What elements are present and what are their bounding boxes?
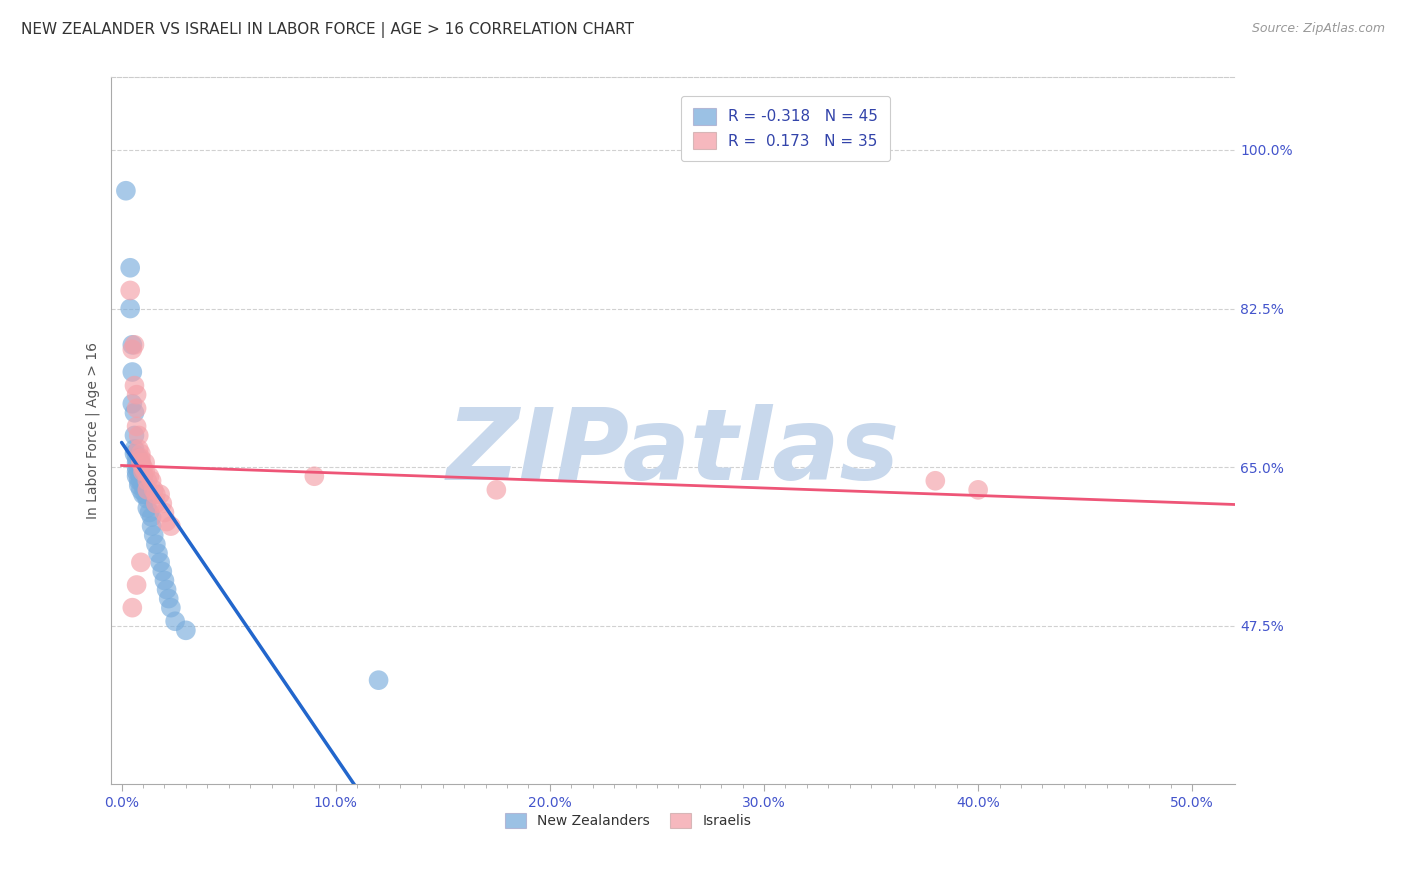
Point <box>136 474 159 488</box>
Point <box>134 487 156 501</box>
Point <box>150 496 173 510</box>
Point <box>485 483 508 497</box>
Point <box>128 474 150 488</box>
Point <box>124 338 146 352</box>
Point <box>125 456 148 470</box>
Point <box>155 515 177 529</box>
Point <box>124 406 146 420</box>
Point <box>129 456 152 470</box>
Point <box>145 487 167 501</box>
Point <box>138 506 160 520</box>
Point <box>174 624 197 638</box>
Point <box>129 456 152 470</box>
Point <box>124 378 146 392</box>
Point <box>121 343 143 357</box>
Point <box>141 474 163 488</box>
Point <box>142 483 165 497</box>
Point <box>141 519 163 533</box>
Point <box>132 469 155 483</box>
Point <box>129 446 152 460</box>
Point <box>145 537 167 551</box>
Point <box>125 419 148 434</box>
Point <box>120 260 142 275</box>
Point <box>128 478 150 492</box>
Point <box>134 456 156 470</box>
Point <box>134 478 156 492</box>
Point <box>136 483 159 497</box>
Legend: New Zealanders, Israelis: New Zealanders, Israelis <box>499 807 756 834</box>
Point <box>141 510 163 524</box>
Point <box>121 338 143 352</box>
Point <box>132 465 155 479</box>
Point <box>138 469 160 483</box>
Point <box>136 491 159 506</box>
Point <box>125 578 148 592</box>
Point <box>129 451 152 466</box>
Point <box>967 483 990 497</box>
Text: ZIPatlas: ZIPatlas <box>447 403 900 500</box>
Point <box>121 397 143 411</box>
Point <box>125 460 148 475</box>
Point <box>125 387 148 401</box>
Point <box>120 301 142 316</box>
Text: Source: ZipAtlas.com: Source: ZipAtlas.com <box>1251 22 1385 36</box>
Point <box>149 487 172 501</box>
Point <box>129 474 152 488</box>
Point <box>115 184 138 198</box>
Point <box>124 428 146 442</box>
Point <box>304 469 326 483</box>
Point <box>367 673 389 688</box>
Point <box>125 401 148 416</box>
Point <box>149 555 172 569</box>
Point <box>125 451 148 466</box>
Point <box>146 546 169 560</box>
Point <box>153 574 176 588</box>
Point <box>129 555 152 569</box>
Point <box>129 465 152 479</box>
Point <box>134 465 156 479</box>
Point <box>157 591 180 606</box>
Point <box>124 446 146 460</box>
Point <box>924 474 946 488</box>
Point <box>121 365 143 379</box>
Point <box>150 565 173 579</box>
Point <box>132 487 155 501</box>
Text: NEW ZEALANDER VS ISRAELI IN LABOR FORCE | AGE > 16 CORRELATION CHART: NEW ZEALANDER VS ISRAELI IN LABOR FORCE … <box>21 22 634 38</box>
Point <box>160 600 183 615</box>
Y-axis label: In Labor Force | Age > 16: In Labor Force | Age > 16 <box>86 343 100 519</box>
Point <box>160 519 183 533</box>
Point <box>121 600 143 615</box>
Point <box>153 506 176 520</box>
Point <box>132 478 155 492</box>
Point <box>155 582 177 597</box>
Point <box>120 284 142 298</box>
Point <box>129 483 152 497</box>
Point <box>125 465 148 479</box>
Point <box>128 465 150 479</box>
Point <box>128 428 150 442</box>
Point <box>142 528 165 542</box>
Point <box>128 451 150 466</box>
Point <box>124 442 146 456</box>
Point <box>128 442 150 456</box>
Point <box>125 469 148 483</box>
Point <box>145 496 167 510</box>
Point <box>136 500 159 515</box>
Point <box>132 460 155 475</box>
Point <box>165 614 187 628</box>
